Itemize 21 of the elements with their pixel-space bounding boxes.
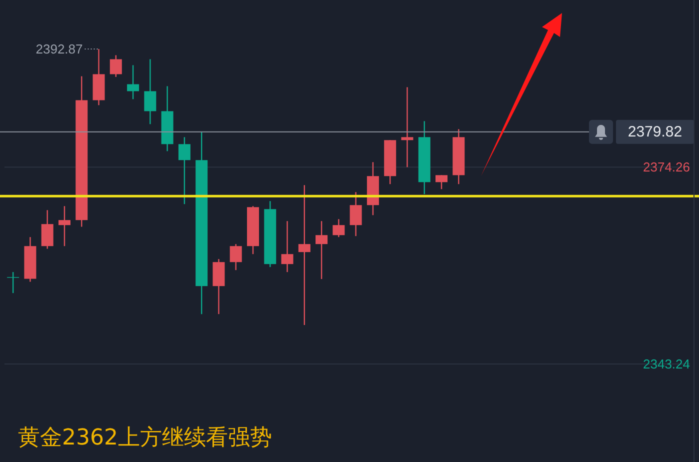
candlestick [144,58,156,125]
candlestick [332,218,345,238]
candlestick [281,220,294,273]
candlestick [316,220,328,280]
candlestick [298,184,310,326]
candlestick [110,54,122,78]
candlestick [401,86,414,168]
candlestick [127,64,140,100]
candlestick [7,271,20,294]
candlestick [212,258,225,315]
text: 黄金2362上方继续看强势 [18,426,272,450]
candlestick [58,206,70,247]
y-tick-label: 2343.24 [643,356,690,372]
y-tick-label: 2374.26 [643,160,690,175]
ref-line-label: 2379.82 [628,123,682,140]
candlestick [436,174,448,190]
candlestick [230,243,242,271]
annotation: 2392.87 [36,42,83,57]
candlestick [178,136,190,205]
candlestick [350,192,362,237]
candlestick [41,210,54,250]
